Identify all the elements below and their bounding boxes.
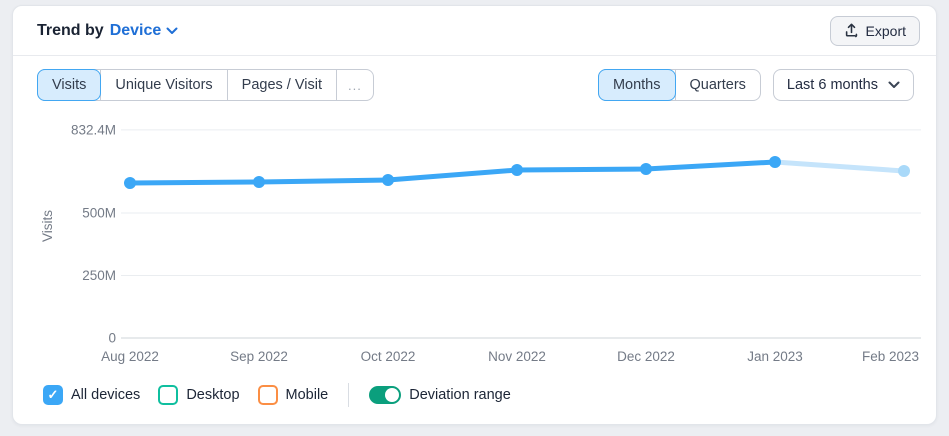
tab-quarters[interactable]: Quarters [674, 70, 760, 100]
deviation-range-toggle-item[interactable]: Deviation range [369, 386, 511, 404]
tab-visits[interactable]: Visits [37, 69, 102, 101]
export-icon [845, 23, 857, 38]
x-axis-tick-label: Nov 2022 [488, 349, 546, 364]
tab-pages-visit[interactable]: Pages / Visit [226, 70, 336, 100]
chevron-down-icon [888, 81, 900, 88]
data-point-aug-2022[interactable] [124, 177, 136, 189]
data-point-jan-2023[interactable] [769, 156, 781, 168]
trend-line [127, 159, 778, 186]
data-point-feb-2023[interactable] [898, 165, 910, 177]
controls-row: Visits Unique Visitors Pages / Visit... Mo… [37, 69, 914, 101]
data-point-sep-2022[interactable] [253, 176, 265, 188]
export-button[interactable]: Export [829, 15, 920, 46]
toggle-on-icon[interactable] [369, 386, 402, 404]
legend-divider [348, 383, 350, 407]
y-axis-tick-label: 832.4M [71, 122, 116, 137]
tab-months[interactable]: Months [597, 69, 676, 101]
y-axis-tick-label: 250M [82, 268, 116, 283]
page-title: Trend by Device [37, 22, 178, 40]
legend-item-mobile[interactable]: Mobile [257, 385, 329, 405]
x-axis-tick-label: Dec 2022 [617, 349, 675, 364]
date-range-dropdown[interactable]: Last 6 months [772, 69, 914, 101]
right-controls: Months Quarters Last 6 months [597, 69, 914, 101]
legend-item-desktop[interactable]: Desktop [158, 385, 240, 405]
unchecked-checkbox-icon[interactable] [257, 385, 278, 405]
y-axis-title: Visits [40, 210, 55, 242]
title-prefix: Trend by [37, 21, 104, 39]
legend-label: Mobile [285, 387, 329, 403]
metric-tabs-more-button[interactable]: ... [336, 70, 373, 100]
trend-by-device-card: Trend by Device Export Visits Unique Visi… [12, 5, 937, 425]
legend-label: All devices [71, 387, 141, 403]
unchecked-checkbox-icon[interactable] [158, 385, 179, 405]
x-axis-tick-label: Aug 2022 [101, 349, 159, 364]
x-axis-tick-label: Sep 2022 [230, 349, 288, 364]
device-dropdown[interactable]: Device [110, 22, 179, 40]
toggle-label: Deviation range [409, 387, 511, 403]
visits-trend-chart: 0 250M 500M 832.4M Visits Aug 2022 Sep 2022 Oct… [40, 122, 921, 364]
device-dropdown-label: Device [109, 21, 162, 39]
data-point-nov-2022[interactable] [511, 164, 523, 176]
tab-unique-visitors[interactable]: Unique Visitors [100, 70, 226, 100]
metric-tabs: Visits Unique Visitors Pages / Visit... [37, 69, 374, 101]
trend-line-provisional-segment [772, 159, 907, 174]
checked-checkbox-icon[interactable]: ✓ [43, 385, 63, 405]
granularity-tabs: Months Quarters [597, 69, 761, 101]
x-axis-tick-label: Oct 2022 [361, 349, 416, 364]
data-point-oct-2022[interactable] [382, 174, 394, 186]
x-axis-tick-label: Feb 2023 [862, 349, 919, 364]
y-axis-tick-label: 500M [82, 206, 116, 221]
legend-label: Desktop [186, 387, 240, 403]
data-point-dec-2022[interactable] [640, 163, 652, 175]
card-header: Trend by Device Export [13, 6, 936, 56]
toggle-knob [385, 388, 400, 402]
y-axis-tick-label: 0 [108, 331, 116, 346]
chart-legend: ✓ All devices Desktop Mobile Deviation range [43, 383, 511, 407]
x-axis-tick-label: Jan 2023 [747, 349, 803, 364]
chevron-down-icon [166, 27, 178, 34]
export-button-label: Export [865, 22, 906, 39]
legend-item-all-devices[interactable]: ✓ All devices [43, 385, 140, 405]
date-range-value: Last 6 months [786, 77, 878, 93]
